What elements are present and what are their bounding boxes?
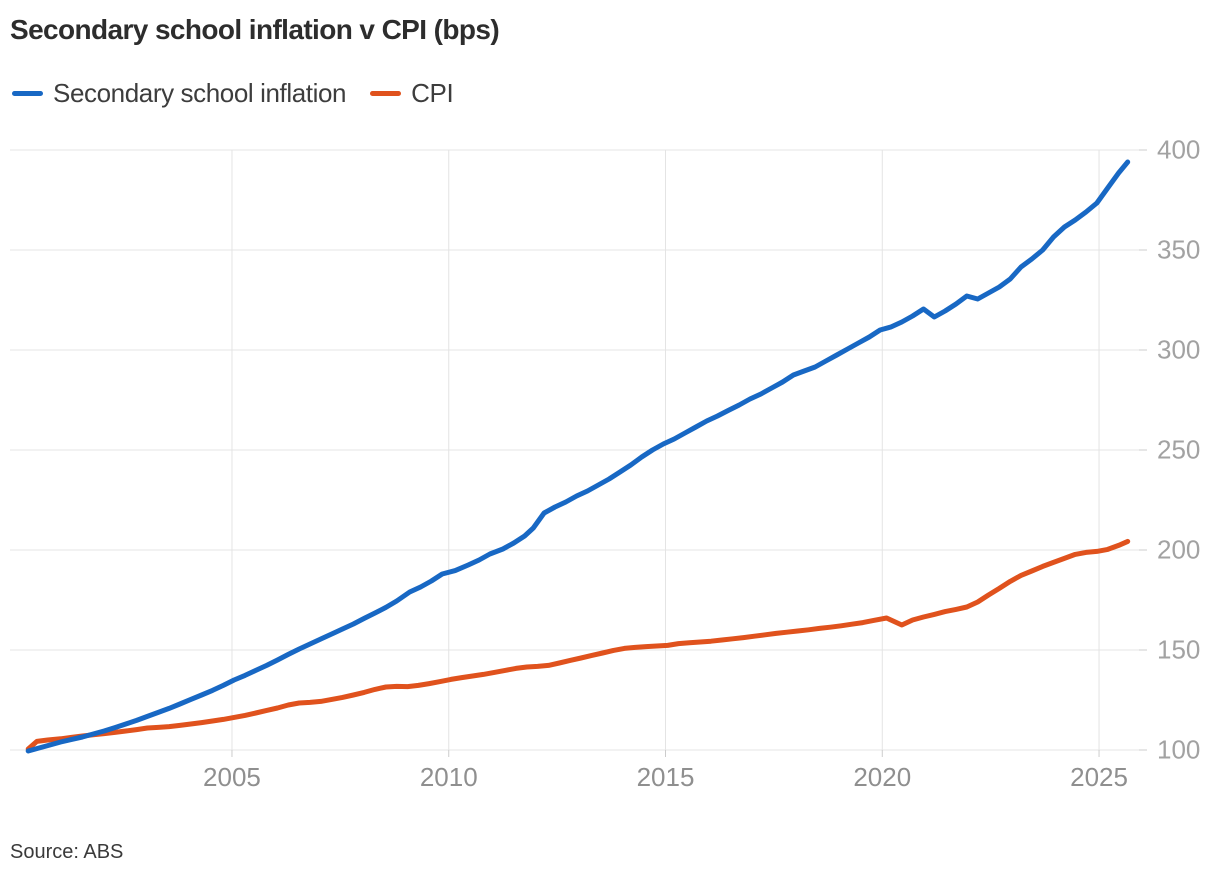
legend-item-cpi: CPI: [370, 78, 454, 109]
legend-swatch-icon: [12, 91, 43, 96]
source-note: Source: ABS: [10, 841, 124, 863]
series-line-secondary-school-inflation: [25, 159, 1131, 754]
y-axis-label: 400: [1157, 134, 1201, 165]
x-axis-label: 2015: [636, 762, 695, 792]
y-axis-label: 300: [1157, 334, 1201, 365]
y-axis-label: 350: [1157, 234, 1201, 265]
y-axis-label: 200: [1157, 534, 1201, 565]
legend: Secondary school inflation CPI: [12, 78, 477, 109]
y-axis-label: 100: [1157, 734, 1201, 765]
chart-title: Secondary school inflation v CPI (bps): [10, 14, 500, 45]
y-axis-label: 150: [1157, 634, 1201, 665]
series-line-cpi: [25, 538, 1131, 752]
x-axis-label: 2005: [203, 762, 261, 792]
x-axis-label: 2020: [853, 762, 912, 792]
x-axis-label: 2010: [419, 762, 478, 792]
legend-label: CPI: [411, 78, 454, 108]
legend-swatch-icon: [370, 91, 402, 96]
x-axis-label: 2025: [1070, 762, 1128, 792]
y-axis-label: 250: [1157, 434, 1201, 465]
legend-item-secondary-school-inflation: Secondary school inflation: [12, 78, 347, 109]
legend-label: Secondary school inflation: [53, 78, 347, 108]
